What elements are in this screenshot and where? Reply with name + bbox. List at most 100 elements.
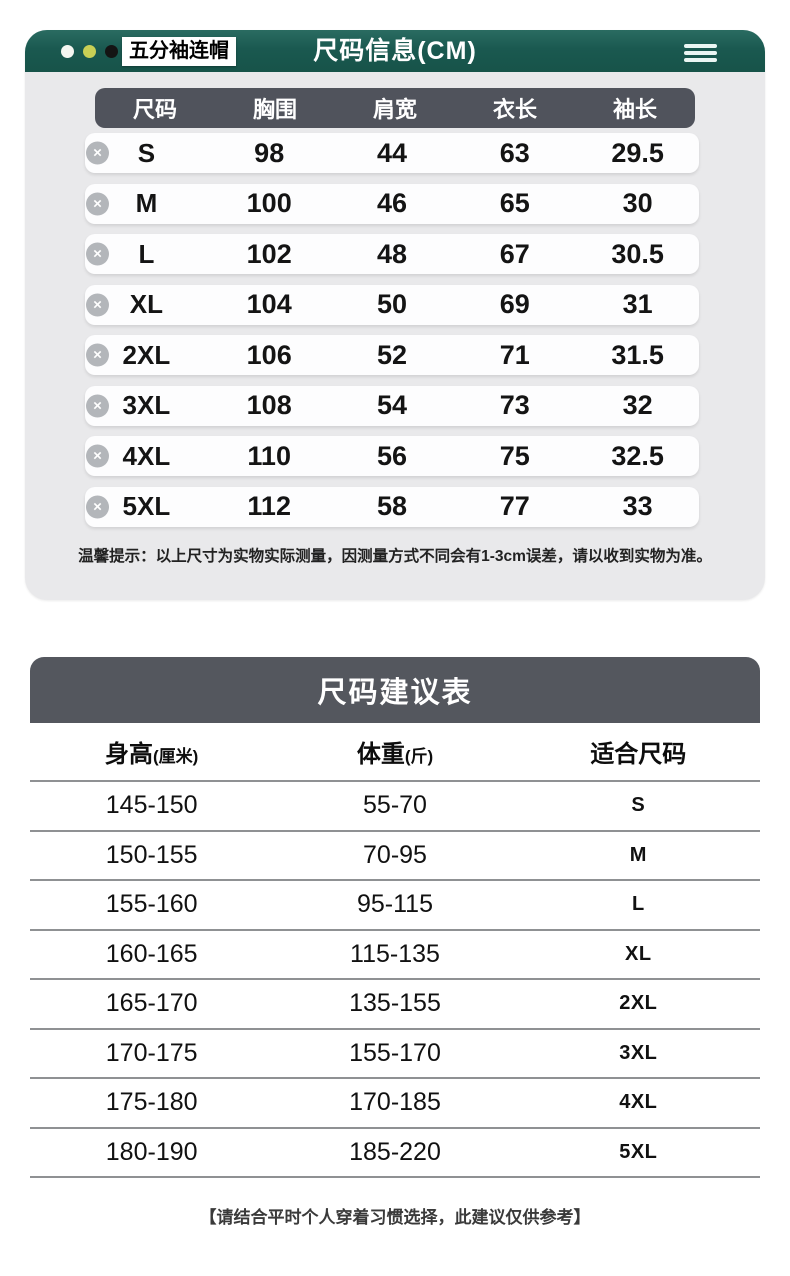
height-cell: 155-160 <box>105 890 198 919</box>
height-cell: 150-155 <box>105 840 198 869</box>
suggestion-table-row: 155-160 95-115 L <box>30 881 760 931</box>
size-table-column-header: 衣长 <box>492 97 537 122</box>
footer-note: 【请结合平时个人穿着习惯选择，此建议仅供参考】 <box>199 1208 591 1227</box>
suggested-size-cell: S <box>631 794 646 817</box>
height-cell: 165-170 <box>105 989 198 1018</box>
circle-x-icon[interactable]: × <box>86 495 109 518</box>
suggestion-table: 145-150 55-70 S 150-155 70-95 M 155-160 … <box>30 782 760 1178</box>
length-cell: 67 <box>499 238 530 269</box>
suggestion-table-row: 165-170 135-155 2XL <box>30 980 760 1030</box>
suggested-size-cell: 4XL <box>619 1091 658 1114</box>
shoulder-cell: 56 <box>376 440 408 471</box>
shoulder-cell: 46 <box>376 188 408 218</box>
window-dot-white-icon[interactable] <box>61 44 74 58</box>
window-controls <box>61 30 118 72</box>
size-cell: M <box>135 188 158 218</box>
suggestion-table-row: 150-155 70-95 M <box>30 832 760 881</box>
sleeve-cell: 32 <box>622 390 653 420</box>
sleeve-cell: 29.5 <box>611 137 664 168</box>
size-table-column-header: 尺码 <box>132 97 177 122</box>
measurement-note: 温馨提示：以上尺寸为实物实际测量，因测量方式不同会有1-3cm误差，请以收到实物… <box>78 548 712 565</box>
length-cell: 73 <box>499 390 530 420</box>
chest-cell: 100 <box>246 188 292 218</box>
weight-cell: 115-135 <box>350 939 440 968</box>
size-cell: 3XL <box>122 390 171 420</box>
size-cell: 4XL <box>122 440 171 471</box>
size-table-row: × 2XL 106 52 71 31.5 <box>85 335 699 375</box>
circle-x-icon[interactable]: × <box>86 394 109 417</box>
shoulder-cell: 52 <box>376 339 408 370</box>
sleeve-cell: 31 <box>622 289 653 319</box>
length-cell: 69 <box>499 289 530 319</box>
shoulder-cell: 48 <box>376 238 408 269</box>
length-cell: 65 <box>499 188 530 218</box>
suggestion-table-row: 180-190 185-220 5XL <box>30 1129 760 1178</box>
suggestion-column-headers: 身高(厘米) 体重(斤) 适合尺码 <box>30 723 760 782</box>
suggestion-column-header: 身高(厘米) <box>105 741 199 768</box>
sleeve-cell: 30 <box>622 188 653 218</box>
suggested-size-cell: L <box>631 893 645 916</box>
size-table-row: × 3XL 108 54 73 32 <box>85 385 699 426</box>
length-cell: 77 <box>499 491 530 521</box>
height-cell: 180-190 <box>105 1137 198 1166</box>
size-table-row: × 4XL 110 56 75 32.5 <box>85 436 699 476</box>
suggested-size-cell: M <box>629 843 647 866</box>
suggestion-column-header: 体重(斤) <box>356 741 434 768</box>
size-table-row: × L 102 48 67 30.5 <box>85 234 699 274</box>
chest-cell: 112 <box>247 491 291 521</box>
weight-cell: 170-185 <box>349 1088 441 1117</box>
height-cell: 175-180 <box>105 1088 198 1117</box>
size-cell: S <box>137 137 156 168</box>
size-cell: L <box>138 238 155 269</box>
height-cell: 145-150 <box>105 791 198 820</box>
suggested-size-cell: 5XL <box>619 1140 658 1163</box>
suggested-size-cell: XL <box>625 942 652 965</box>
size-cell: XL <box>129 289 164 319</box>
size-table-column-header: 胸围 <box>252 97 297 122</box>
length-cell: 71 <box>499 339 530 370</box>
weight-cell: 70-95 <box>363 840 427 869</box>
circle-x-icon[interactable]: × <box>86 293 109 316</box>
size-suggestion-card: 尺码建议表 身高(厘米) 体重(斤) 适合尺码 145-150 55-70 S … <box>30 657 760 1178</box>
size-table-row: × M 100 46 65 30 <box>85 183 699 224</box>
suggestion-table-row: 170-175 155-170 3XL <box>30 1030 760 1079</box>
circle-x-icon[interactable]: × <box>86 343 109 367</box>
sleeve-cell: 32.5 <box>611 440 664 471</box>
suggestion-title-bar: 尺码建议表 <box>30 657 760 723</box>
circle-x-icon[interactable]: × <box>86 444 109 468</box>
suggestion-title: 尺码建议表 <box>317 677 473 709</box>
size-table-header: 尺码 胸围 肩宽 衣长 袖长 <box>95 88 695 128</box>
shoulder-cell: 54 <box>376 390 408 420</box>
weight-cell: 185-220 <box>349 1137 441 1166</box>
length-cell: 75 <box>499 440 530 471</box>
sleeve-cell: 33 <box>622 491 653 521</box>
product-tag: 五分袖连帽 <box>122 37 236 66</box>
window-dot-black-icon[interactable] <box>105 44 118 58</box>
size-table-row: × 5XL 112 58 77 33 <box>85 486 699 527</box>
window-dot-yellow-icon[interactable] <box>83 44 96 58</box>
suggested-size-cell: 2XL <box>619 992 658 1015</box>
window-titlebar: 五分袖连帽 尺码信息(CM) <box>25 30 765 72</box>
length-cell: 63 <box>499 137 530 168</box>
shoulder-cell: 50 <box>376 289 408 319</box>
suggestion-table-row: 160-165 115-135 XL <box>30 931 760 980</box>
size-cell: 5XL <box>122 491 171 521</box>
shoulder-cell: 58 <box>376 491 408 521</box>
shoulder-cell: 44 <box>376 137 408 168</box>
circle-x-icon[interactable]: × <box>86 242 109 266</box>
size-info-card: 五分袖连帽 尺码信息(CM) 尺码 胸围 肩宽 衣长 袖长 × S 98 44 … <box>25 30 765 600</box>
circle-x-icon[interactable]: × <box>86 192 109 215</box>
chest-cell: 108 <box>246 390 292 420</box>
weight-cell: 155-170 <box>349 1038 441 1067</box>
menu-icon[interactable] <box>684 44 717 65</box>
chest-cell: 110 <box>247 440 291 471</box>
chest-cell: 98 <box>254 137 285 168</box>
window-title: 尺码信息(CM) <box>313 37 477 65</box>
height-cell: 160-165 <box>105 939 198 968</box>
height-cell: 170-175 <box>105 1038 198 1067</box>
size-table-row: × S 98 44 63 29.5 <box>85 133 699 173</box>
size-table-column-header: 袖长 <box>612 97 657 122</box>
chest-cell: 104 <box>246 289 292 319</box>
circle-x-icon[interactable]: × <box>86 141 109 165</box>
